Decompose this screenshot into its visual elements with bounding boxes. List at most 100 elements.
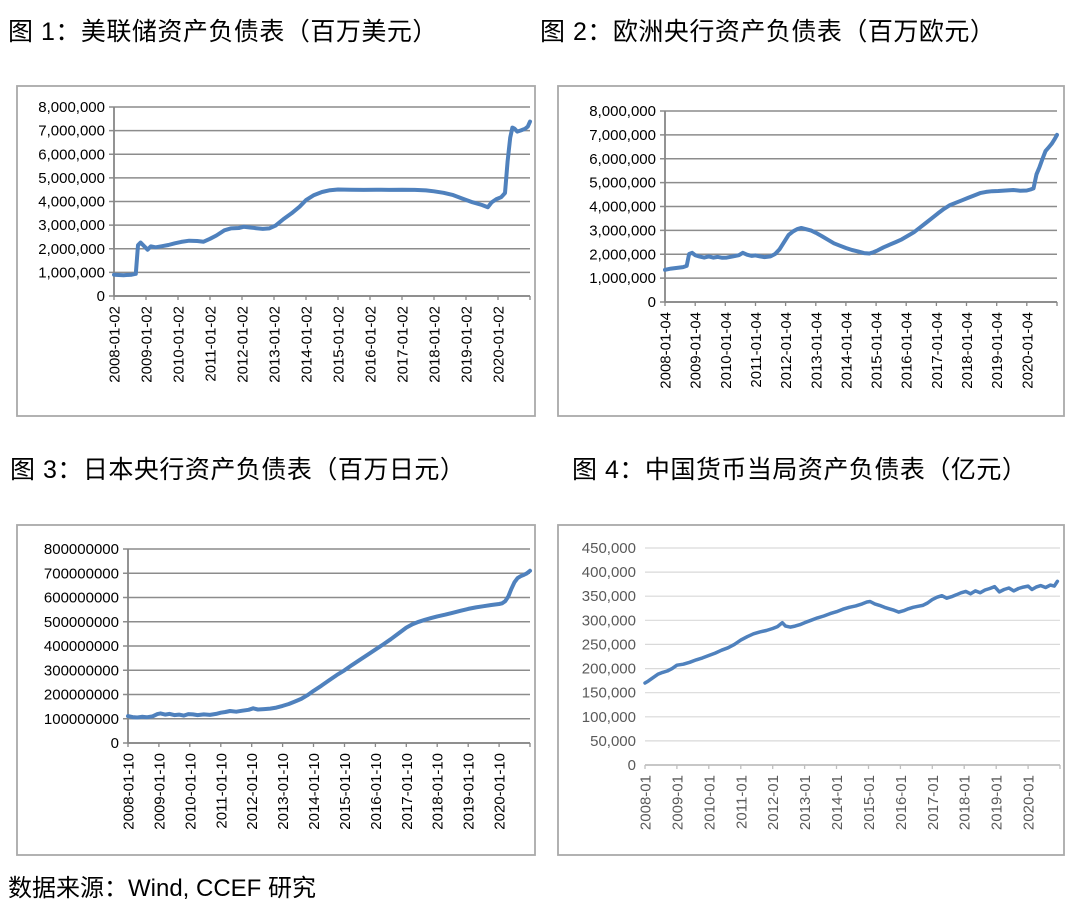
x-tick-label: 2012-01-04 — [778, 312, 795, 389]
y-tick-label: 400,000 — [582, 564, 636, 581]
x-tick-label: 2011-01-04 — [748, 312, 765, 388]
y-tick-label: 0 — [648, 294, 656, 311]
y-tick-label: 100,000 — [582, 709, 636, 726]
y-tick-label: 4,000,000 — [589, 199, 656, 216]
chart-frame — [557, 85, 1065, 417]
y-tick-label: 5,000,000 — [38, 170, 105, 187]
x-tick-label: 2019-01-10 — [461, 753, 478, 830]
y-tick-label: 250,000 — [582, 636, 636, 653]
x-tick-label: 2019-01 — [989, 775, 1006, 830]
fed-series-line — [112, 119, 532, 278]
boj-chart-svg: 800000000 700000000 600000000 500000000 4000… — [16, 524, 536, 856]
x-tick-label: 2008-01-02 — [107, 306, 124, 383]
y-tick-label: 200000000 — [44, 687, 119, 704]
x-tick-label: 2020-01 — [1021, 775, 1038, 830]
x-tick-label: 2012-01-02 — [235, 306, 252, 383]
pboc-series-line — [643, 579, 1060, 685]
x-tick-label: 2019-01-04 — [989, 312, 1006, 389]
y-tick-label: 0 — [111, 735, 119, 752]
y-tick-label: 2,000,000 — [589, 246, 656, 263]
y-tick-label: 300,000 — [582, 612, 636, 629]
x-tick-label: 2012-01-10 — [244, 753, 261, 830]
x-tick-label: 2012-01 — [765, 775, 782, 830]
pboc-chart-svg: 450,000 400,000 350,000 300,000 250,000 200,0… — [557, 524, 1065, 856]
y-tick-label: 1,000,000 — [589, 270, 656, 287]
x-tick-label: 2013-01 — [797, 775, 814, 830]
y-tick-label: 100000000 — [44, 711, 119, 728]
chart-frame — [16, 524, 536, 856]
y-tick-label: 4,000,000 — [38, 194, 105, 211]
y-tick-label: 500000000 — [44, 614, 119, 631]
y-tick-label: 700000000 — [44, 565, 119, 582]
y-tick-label: 800000000 — [44, 541, 119, 558]
y-tick-label: 200,000 — [582, 661, 636, 678]
x-tick-label: 2009-01 — [669, 775, 686, 830]
x-tick-label: 2010-01-10 — [182, 753, 199, 830]
x-tick-label: 2011-01 — [733, 775, 750, 829]
y-tick-label: 400000000 — [44, 638, 119, 655]
x-tick-label: 2018-01-10 — [430, 753, 447, 830]
x-tick-label: 2017-01 — [925, 775, 942, 830]
x-tick-label: 2010-01-04 — [718, 312, 735, 389]
y-tick-label: 600000000 — [44, 590, 119, 607]
y-tick-label: 7,000,000 — [589, 127, 656, 144]
x-tick-label: 2011-01-10 — [213, 753, 230, 829]
chart-frame — [557, 524, 1065, 856]
x-tick-label: 2008-01-04 — [658, 312, 675, 389]
x-tick-label: 2013-01-10 — [275, 753, 292, 830]
y-tick-label: 7,000,000 — [38, 123, 105, 140]
x-tick-label: 2013-01-02 — [267, 306, 284, 383]
y-tick-label: 8,000,000 — [38, 99, 105, 116]
y-tick-label: 0 — [628, 757, 636, 774]
x-tick-label: 2015-01-04 — [869, 312, 886, 389]
x-tick-label: 2016-01 — [893, 775, 910, 830]
x-tick-label: 2008-01 — [638, 775, 655, 830]
x-tick-label: 2018-01-02 — [427, 306, 444, 383]
x-tick-label: 2011-01-02 — [203, 306, 220, 382]
figure3-title: 图 3：日本央行资产负债表（百万日元） — [10, 456, 466, 484]
x-tick-label: 2009-01-04 — [688, 312, 705, 389]
x-tick-label: 2014-01-04 — [838, 312, 855, 389]
boj-balance-sheet-chart: 800000000 700000000 600000000 500000000 4000… — [16, 524, 536, 856]
x-tick-label: 2017-01-10 — [399, 753, 416, 830]
y-tick-label: 5,000,000 — [589, 175, 656, 192]
y-tick-label: 350,000 — [582, 588, 636, 605]
y-tick-label: 300000000 — [44, 662, 119, 679]
x-tick-label: 2008-01-10 — [121, 753, 138, 830]
fed-chart-svg: 8,000,000 7,000,000 6,000,000 5,000,000 4,00… — [16, 85, 536, 417]
x-tick-label: 2016-01-02 — [363, 306, 380, 383]
x-tick-label: 2014-01 — [829, 775, 846, 830]
y-tick-label: 6,000,000 — [38, 146, 105, 163]
x-tick-label: 2010-01 — [701, 775, 718, 830]
x-tick-label: 2018-01-04 — [959, 312, 976, 389]
y-tick-label: 1,000,000 — [38, 264, 105, 281]
y-tick-label: 6,000,000 — [589, 151, 656, 168]
x-tick-label: 2010-01-02 — [171, 306, 188, 383]
x-tick-label: 2020-01-10 — [492, 753, 509, 830]
x-tick-label: 2015-01-10 — [337, 753, 354, 830]
ecb-series-line — [663, 132, 1059, 272]
fed-balance-sheet-chart: 8,000,000 7,000,000 6,000,000 5,000,000 4,00… — [16, 85, 536, 417]
figure2-title: 图 2：欧洲央行资产负债表（百万欧元） — [540, 18, 996, 46]
x-tick-label: 2016-01-10 — [368, 753, 385, 830]
data-source-note: 数据来源：Wind, CCEF 研究 — [8, 875, 317, 902]
y-tick-label: 150,000 — [582, 685, 636, 702]
figure1-title: 图 1：美联储资产负债表（百万美元） — [8, 18, 438, 46]
x-tick-label: 2009-01-02 — [139, 306, 156, 383]
x-tick-label: 2017-01-02 — [395, 306, 412, 383]
y-tick-label: 2,000,000 — [38, 241, 105, 258]
y-tick-label: 450,000 — [582, 540, 636, 557]
x-tick-label: 2014-01-10 — [306, 753, 323, 830]
x-tick-label: 2015-01-02 — [331, 306, 348, 383]
x-tick-label: 2019-01-02 — [459, 306, 476, 383]
x-tick-label: 2020-01-02 — [491, 306, 508, 383]
x-tick-label: 2009-01-10 — [151, 753, 168, 830]
figure4-title: 图 4：中国货币当局资产负债表（亿元） — [572, 456, 1028, 484]
x-tick-label: 2013-01-04 — [808, 312, 825, 389]
x-tick-label: 2018-01 — [957, 775, 974, 830]
x-tick-label: 2015-01 — [861, 775, 878, 830]
y-tick-label: 3,000,000 — [589, 222, 656, 239]
x-tick-label: 2020-01-04 — [1019, 312, 1036, 389]
ecb-balance-sheet-chart: 8,000,000 7,000,000 6,000,000 5,000,000 4,00… — [557, 85, 1065, 417]
